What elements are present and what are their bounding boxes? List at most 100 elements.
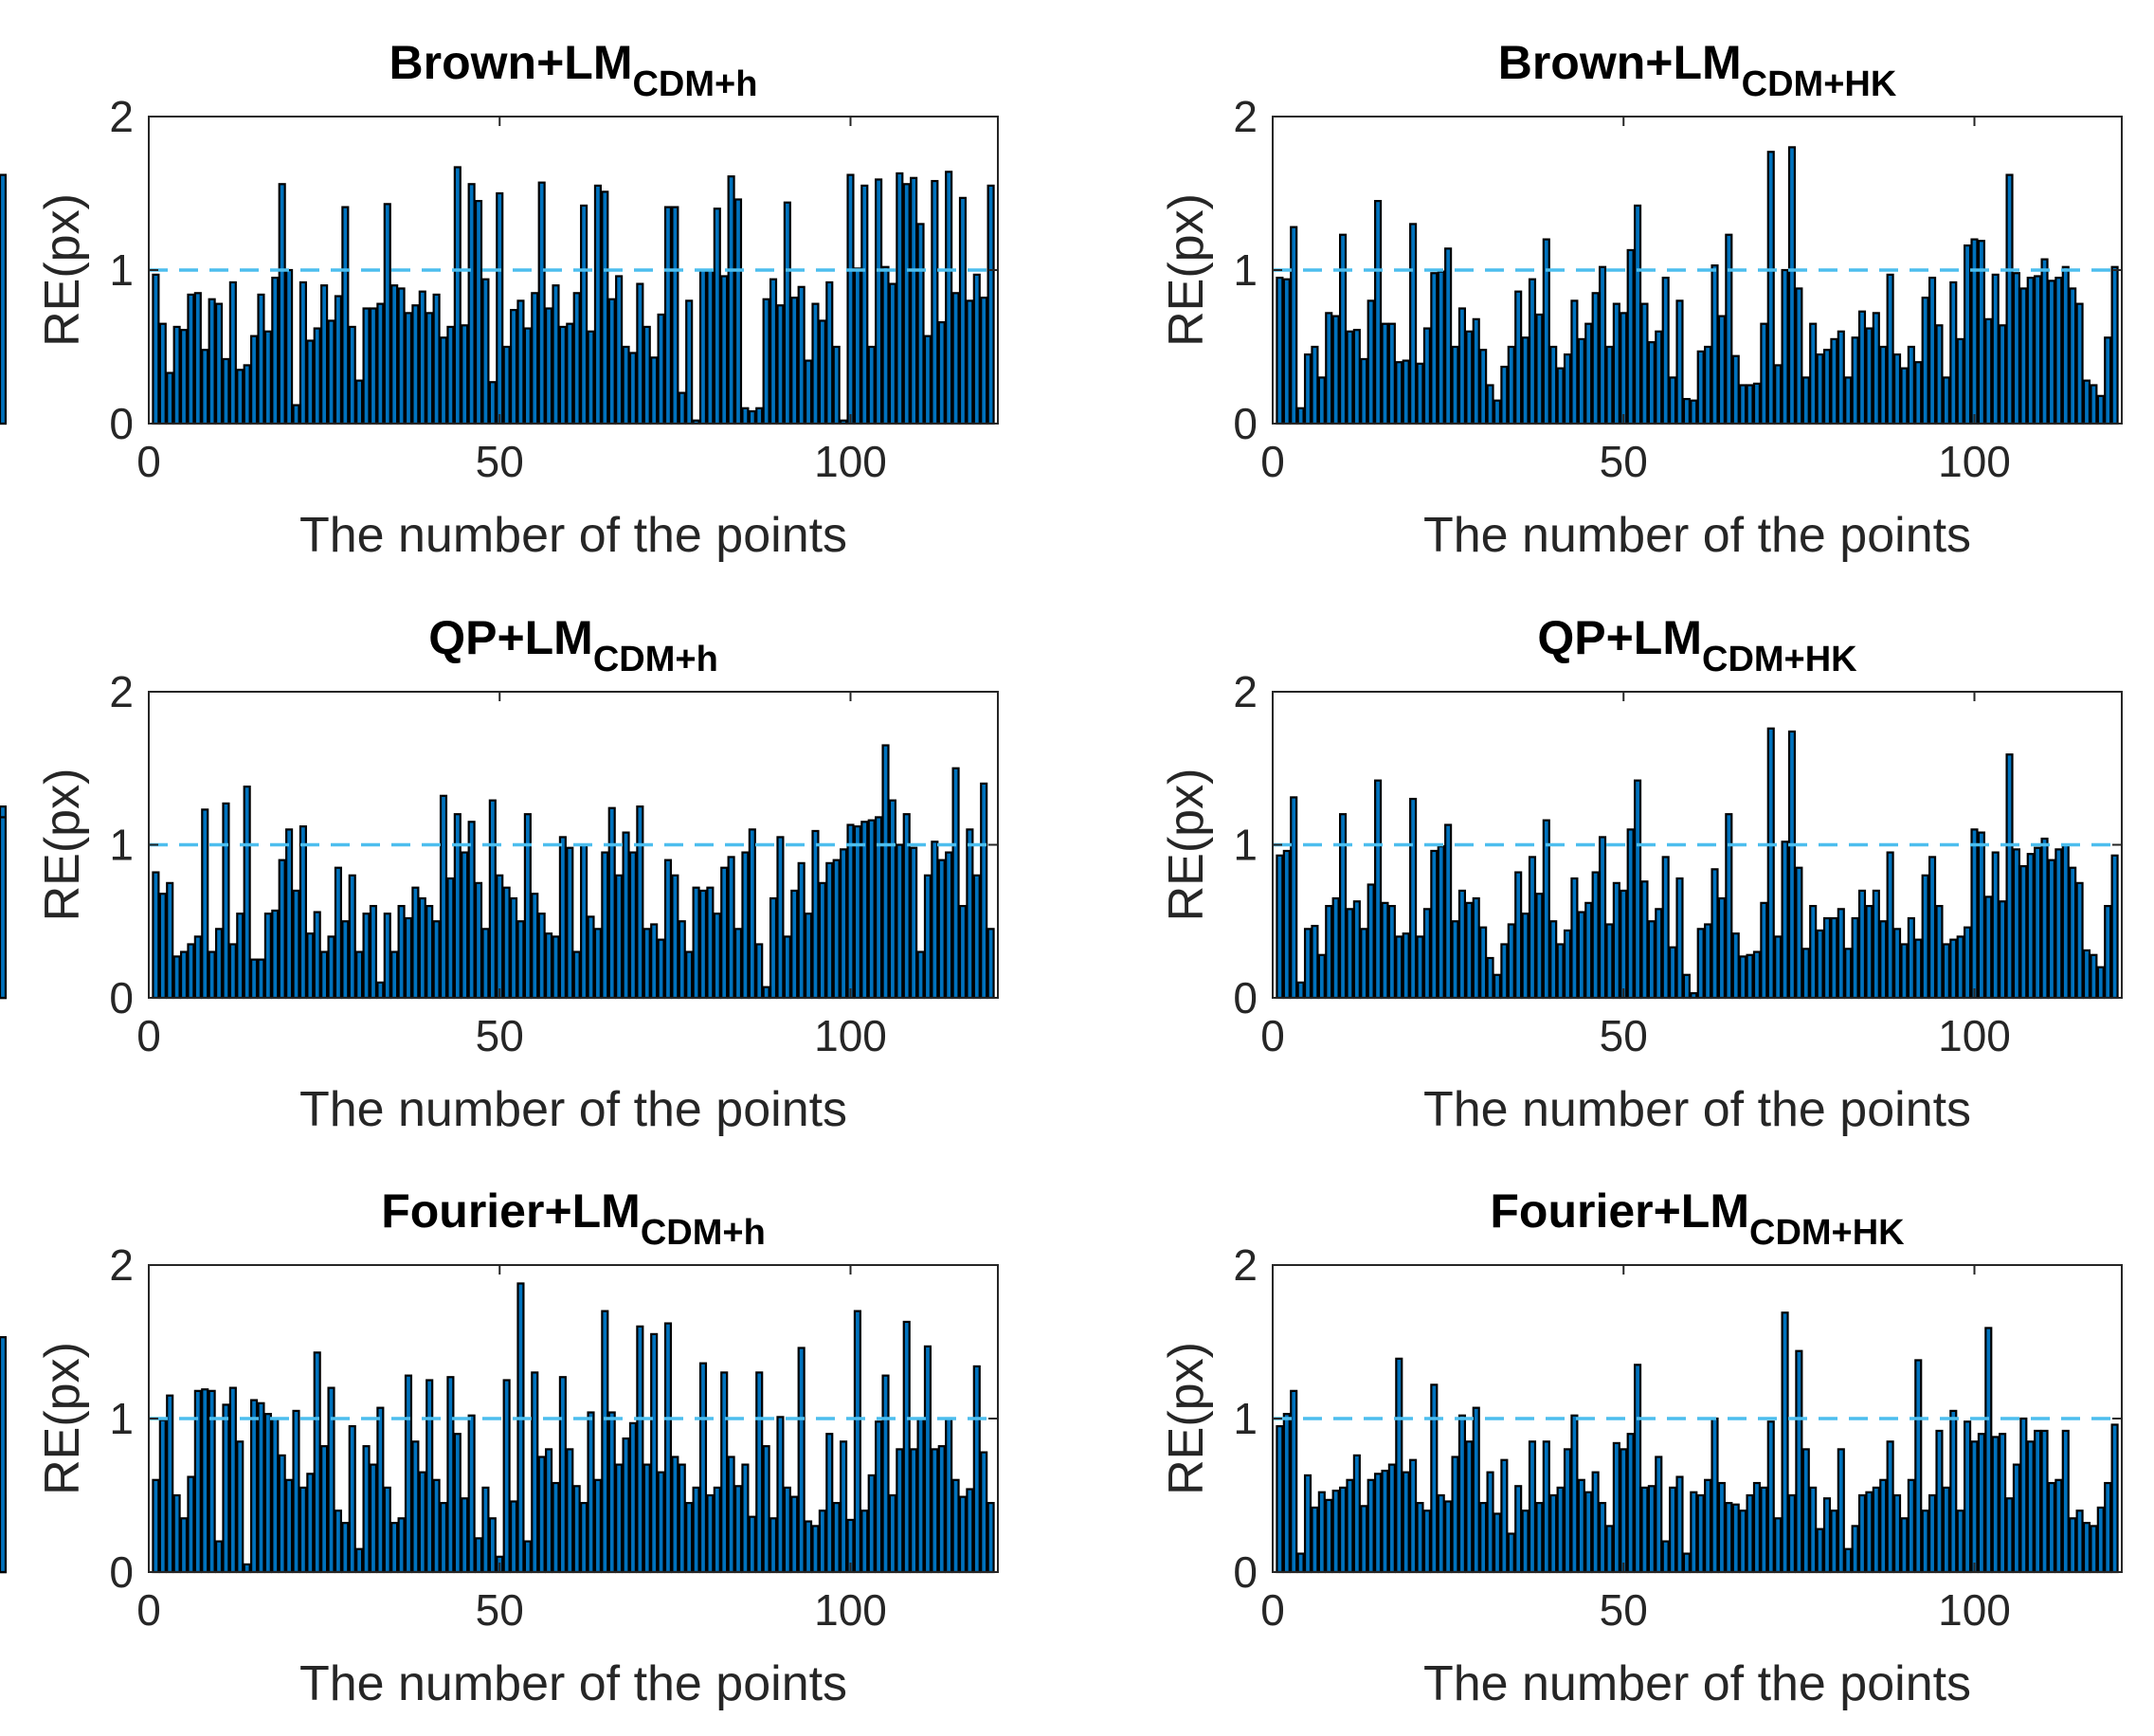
bar — [755, 943, 764, 1000]
bar — [607, 1411, 616, 1574]
bar — [748, 828, 756, 1000]
bar — [214, 1540, 224, 1574]
bar — [481, 278, 490, 425]
bar — [636, 1325, 644, 1574]
bar — [1409, 797, 1418, 1000]
bar — [404, 1374, 413, 1574]
bar — [601, 190, 609, 425]
bar — [1528, 278, 1537, 425]
bar — [1977, 1433, 1985, 1574]
bar — [1598, 836, 1607, 1000]
bar — [1935, 1429, 1944, 1574]
bar — [931, 179, 939, 425]
bar — [1857, 889, 1867, 1000]
bar — [1822, 1497, 1832, 1574]
bar — [390, 284, 399, 425]
bar — [1675, 877, 1684, 1000]
bar — [727, 856, 735, 1000]
y-tick-label: 1 — [1233, 821, 1258, 870]
bar — [972, 874, 981, 1000]
bar — [1760, 901, 1768, 1000]
bar — [1774, 364, 1783, 425]
bar — [1984, 317, 1993, 425]
bar — [292, 889, 300, 1000]
bar — [362, 1445, 371, 1574]
bar — [1338, 1486, 1348, 1574]
bar — [1591, 871, 1600, 1000]
bar — [1563, 1448, 1572, 1574]
bar — [1781, 1311, 1789, 1574]
bar — [432, 920, 441, 1000]
bar — [671, 874, 679, 1000]
bar — [376, 302, 385, 425]
bar — [0, 173, 8, 425]
bar — [1620, 1448, 1628, 1574]
bar — [1346, 330, 1354, 425]
bar — [509, 896, 518, 1000]
bar — [1311, 1506, 1319, 1574]
bar-series — [1276, 146, 2119, 425]
bar — [615, 275, 624, 425]
bar — [958, 1495, 968, 1574]
bar — [825, 861, 834, 1000]
bar — [1816, 353, 1824, 425]
bar — [1535, 1501, 1544, 1574]
bar — [1999, 900, 2007, 1000]
chart-title-subscript: CDM+h — [641, 1213, 766, 1253]
bar — [201, 349, 209, 425]
bar — [1717, 315, 1726, 425]
bar — [222, 802, 230, 1000]
bar — [193, 935, 202, 1000]
bar — [1731, 1503, 1740, 1574]
bar — [1352, 900, 1361, 1000]
bar — [896, 172, 904, 425]
y-tick-label: 1 — [109, 245, 134, 295]
bar — [1535, 313, 1544, 425]
bar — [1837, 908, 1845, 1000]
bar — [531, 292, 539, 425]
bar — [1787, 730, 1797, 1000]
bar — [1999, 1433, 2007, 1574]
bar — [2012, 1463, 2020, 1574]
bar — [1801, 948, 1810, 1000]
chart-title: Fourier+LMCDM+h — [381, 1184, 766, 1253]
bar — [222, 357, 230, 425]
chart-panel-4: 0 50 100 0 1 2 The number of the points RE(px) Q… — [1159, 611, 2123, 1137]
bar — [439, 1501, 448, 1574]
bar — [348, 325, 356, 425]
bar — [299, 825, 307, 1000]
bar — [537, 181, 546, 425]
bar — [1837, 1448, 1845, 1574]
bar — [166, 881, 174, 1000]
bar — [790, 889, 799, 1000]
bar — [1795, 866, 1803, 1000]
bar — [566, 322, 574, 425]
bar — [1704, 345, 1712, 425]
chart-panel-5: 0 50 100 0 1 2 The number of the points RE(px) F… — [0, 1184, 999, 1711]
bar — [1290, 226, 1298, 425]
bar — [1598, 1501, 1607, 1574]
bar — [502, 345, 511, 425]
x-tick-label: 100 — [814, 1585, 887, 1635]
bar — [545, 932, 553, 1000]
bar — [1416, 935, 1424, 1000]
bar — [860, 184, 869, 425]
bar — [1500, 943, 1509, 1000]
y-tick-label: 0 — [109, 399, 134, 448]
bar — [1387, 904, 1396, 1000]
bar — [453, 166, 462, 425]
bar — [1290, 796, 1298, 1000]
bar — [593, 1478, 602, 1574]
bar — [804, 359, 813, 425]
bar — [966, 299, 974, 425]
bar — [1556, 1486, 1565, 1574]
bar — [790, 1495, 799, 1574]
bar — [1746, 953, 1754, 1000]
bar — [1879, 345, 1888, 425]
bar — [1528, 1440, 1537, 1574]
bar — [263, 330, 272, 425]
bar — [1381, 901, 1389, 1000]
bar — [937, 1445, 946, 1574]
bar — [671, 206, 679, 425]
bar — [1879, 920, 1888, 1000]
